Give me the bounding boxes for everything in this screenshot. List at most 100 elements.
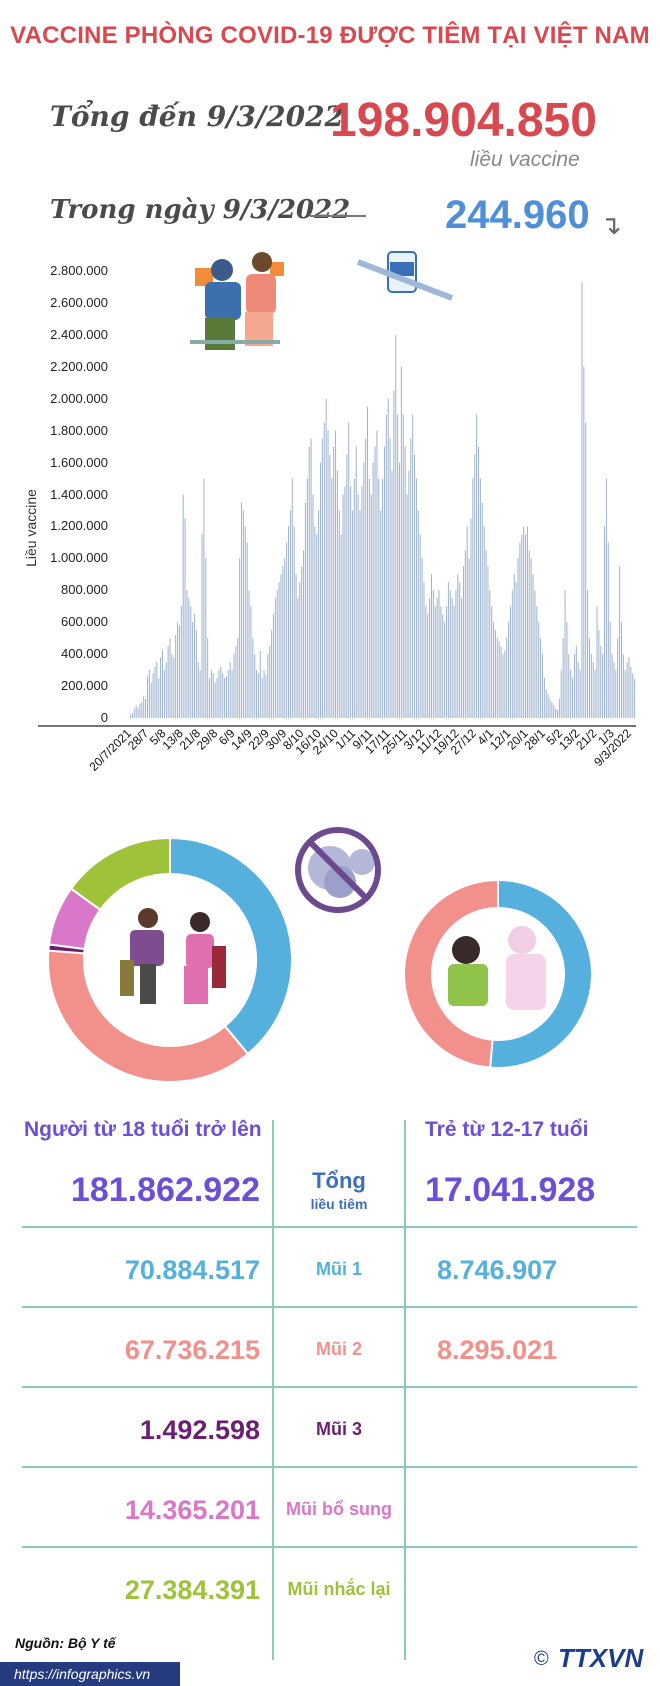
bar xyxy=(267,654,269,718)
bar xyxy=(385,414,387,718)
bar xyxy=(229,662,231,719)
bar xyxy=(479,478,481,718)
bar xyxy=(209,678,211,718)
bar xyxy=(419,534,421,718)
bar xyxy=(393,390,395,718)
bar xyxy=(530,558,532,718)
bar xyxy=(237,638,239,718)
y-tick-label: 800.000 xyxy=(61,582,108,598)
bar xyxy=(630,666,632,718)
bar xyxy=(259,650,261,718)
bar xyxy=(602,654,604,718)
vaccination-illustration-icon xyxy=(190,252,284,350)
bar xyxy=(382,478,384,718)
bar xyxy=(451,598,453,718)
bar xyxy=(577,662,579,719)
bar xyxy=(526,526,528,718)
bar xyxy=(498,641,500,718)
bar xyxy=(528,550,530,719)
bar xyxy=(231,670,233,718)
bar xyxy=(521,534,523,718)
bar xyxy=(323,422,325,718)
bar xyxy=(494,630,496,718)
bar xyxy=(177,622,179,718)
bar xyxy=(508,622,510,718)
bar xyxy=(184,518,186,718)
website-link[interactable]: https://infographics.vn xyxy=(0,1662,180,1686)
bar xyxy=(502,654,504,718)
dose-label: Mũi nhắc lại xyxy=(287,1579,391,1599)
bar xyxy=(161,650,164,718)
bar xyxy=(553,705,555,718)
bar xyxy=(412,414,414,718)
bar xyxy=(256,670,258,718)
bar xyxy=(585,422,587,718)
bar xyxy=(547,694,549,718)
bar xyxy=(372,462,374,718)
bar xyxy=(400,366,402,718)
bar xyxy=(538,622,540,718)
bar xyxy=(459,582,461,718)
total-value: 198.904.850 xyxy=(330,94,597,147)
bar xyxy=(338,510,340,718)
bar xyxy=(404,446,406,718)
bar xyxy=(564,590,566,718)
adult-total-value: 181.862.922 xyxy=(70,1171,260,1209)
bar xyxy=(173,657,175,718)
bar xyxy=(622,654,624,718)
bar xyxy=(365,438,367,719)
x-tick-label: 20/7/2021 xyxy=(86,726,134,774)
y-tick-label: 2.000.000 xyxy=(50,390,108,406)
bar xyxy=(201,534,203,718)
bar xyxy=(617,638,619,718)
bar xyxy=(476,414,478,718)
bar xyxy=(351,510,353,718)
adult-dose-value: 70.884.517 xyxy=(124,1255,260,1285)
bar xyxy=(515,582,517,718)
bar xyxy=(342,494,344,718)
bar xyxy=(293,526,295,718)
bar xyxy=(613,662,615,719)
bar xyxy=(276,590,278,718)
y-tick-label: 2.200.000 xyxy=(50,358,108,374)
bar xyxy=(592,662,594,719)
bar xyxy=(555,708,557,718)
y-tick-label: 200.000 xyxy=(61,678,108,694)
bar xyxy=(282,566,284,718)
child-header: Trẻ từ 12-17 tuổi xyxy=(425,1118,589,1141)
bar xyxy=(543,678,545,718)
bar xyxy=(182,494,184,718)
total-label: Tổng đến 9/3/2022 xyxy=(50,100,345,133)
bar xyxy=(370,494,372,718)
child-dose-value: 8.746.907 xyxy=(437,1255,558,1285)
bar xyxy=(327,430,329,718)
bar xyxy=(634,678,636,718)
bar xyxy=(299,582,301,718)
bar xyxy=(280,574,282,718)
bar xyxy=(427,614,429,718)
bar xyxy=(590,654,592,718)
bar xyxy=(558,698,560,718)
bar xyxy=(583,366,585,718)
bar xyxy=(336,470,338,718)
bar xyxy=(383,446,385,718)
bar xyxy=(218,670,220,718)
bar xyxy=(541,654,543,718)
bar xyxy=(519,542,521,718)
table-divider-right xyxy=(404,1120,406,1660)
bar xyxy=(207,638,209,718)
bar xyxy=(197,662,199,719)
bar xyxy=(380,510,382,718)
bar xyxy=(361,486,363,718)
bar xyxy=(348,422,350,718)
bar xyxy=(368,478,370,718)
bar xyxy=(357,494,359,718)
bar xyxy=(395,334,397,718)
y-tick-label: 600.000 xyxy=(61,614,108,630)
bar xyxy=(297,598,299,718)
bar xyxy=(483,526,485,718)
dose-label: Mũi 3 xyxy=(315,1419,362,1439)
adult-dose-value: 67.736.215 xyxy=(124,1335,260,1365)
bar xyxy=(131,713,133,718)
